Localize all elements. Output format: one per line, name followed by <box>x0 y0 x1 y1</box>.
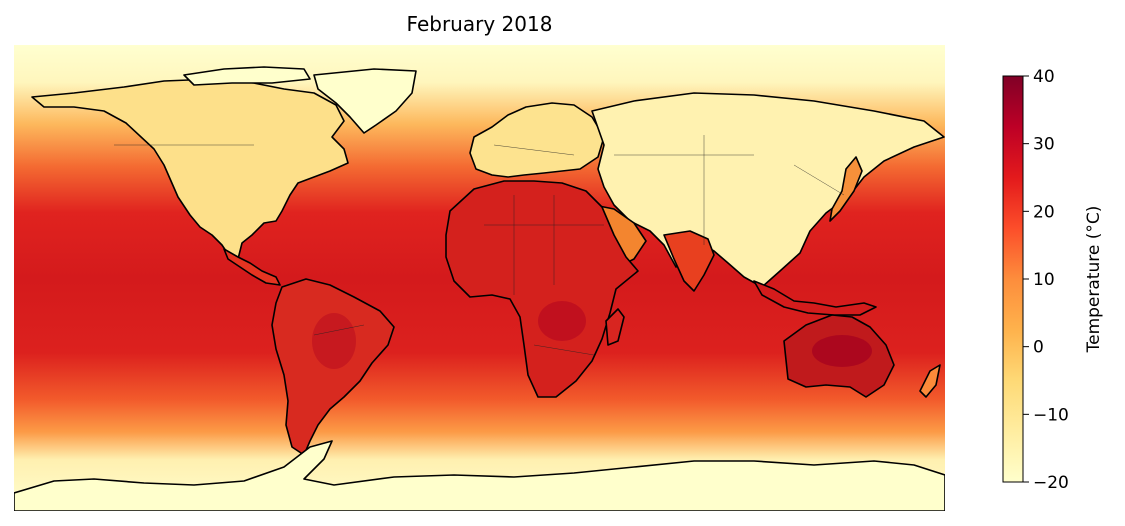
landmass-new-zealand <box>919 364 941 398</box>
hotspot-australia <box>812 335 872 367</box>
colorbar-tick-label: 0 <box>1033 338 1044 358</box>
landmass-africa <box>445 180 639 398</box>
landmass-india <box>663 230 715 292</box>
landmass-madagascar <box>605 308 625 346</box>
map-title: February 2018 <box>406 12 553 36</box>
landmass-europe <box>469 102 605 178</box>
colorbar-label: Temperature (°C) <box>1084 206 1104 354</box>
landmass-arctic-islands <box>183 66 311 86</box>
colorbar: 40 30 20 10 0 −10 −20 Temperature (°C) <box>1002 67 1104 493</box>
hotspot-africa <box>538 301 586 341</box>
landmass-indonesia <box>753 280 877 316</box>
colorbar-tick-label: 20 <box>1033 202 1055 222</box>
hotspot-south-america <box>312 313 356 369</box>
colorbar-gradient <box>1002 75 1024 483</box>
landmass-central-america <box>223 248 281 286</box>
landmass-antarctica <box>14 440 945 511</box>
colorbar-tick-label: −20 <box>1033 473 1069 493</box>
landmass-japan <box>829 156 863 222</box>
colorbar-tick-label: 40 <box>1033 67 1055 87</box>
colorbar-tick-label: 30 <box>1033 135 1055 155</box>
colorbar-tick-label: −10 <box>1033 405 1069 425</box>
landmass-greenland <box>313 68 417 134</box>
temperature-map <box>14 45 945 511</box>
colorbar-tick-label: 10 <box>1033 270 1055 290</box>
colorbar-ticks: 40 30 20 10 0 −10 −20 <box>1023 67 1069 493</box>
landmass-north-america <box>31 78 349 260</box>
country-borders <box>114 135 845 356</box>
